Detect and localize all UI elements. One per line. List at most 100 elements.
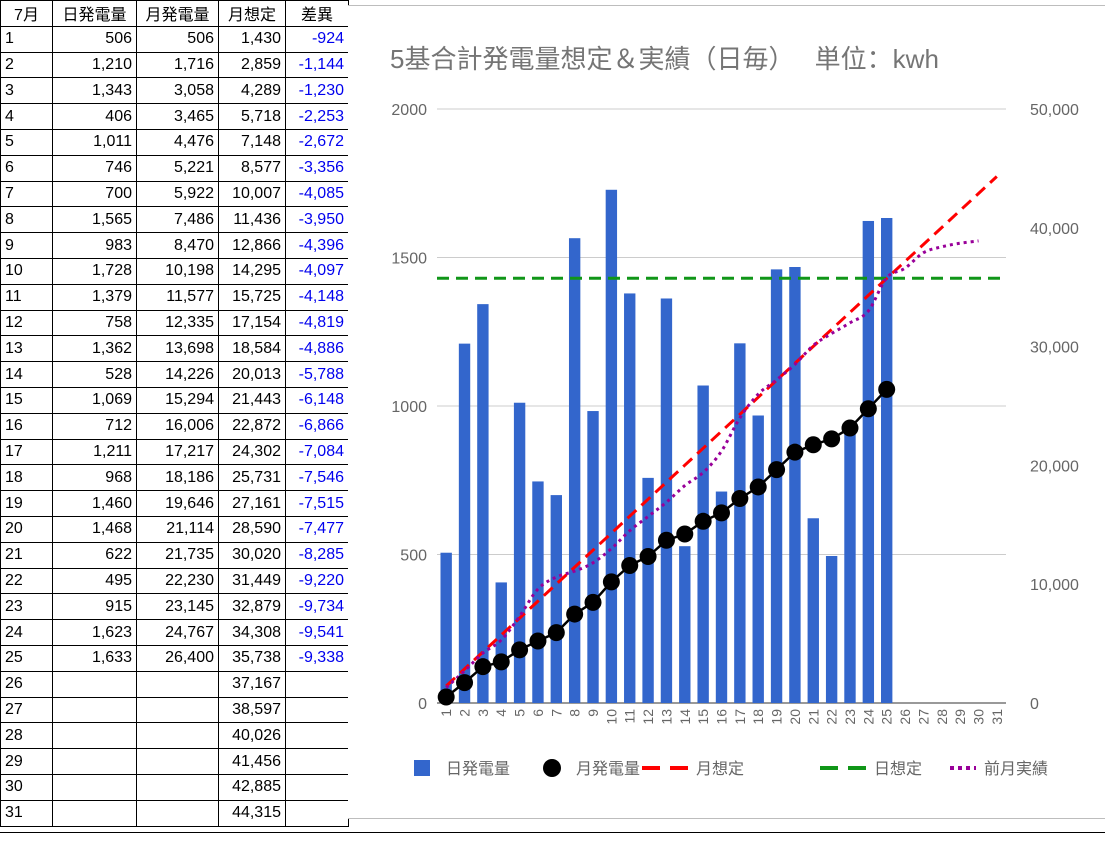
cell-daily-generation[interactable]: 1,728 bbox=[52, 257, 137, 285]
cell-monthly-target[interactable]: 41,456 bbox=[218, 748, 286, 775]
cell-day[interactable]: 1 bbox=[0, 25, 53, 53]
cell-daily-generation[interactable]: 1,011 bbox=[52, 128, 137, 156]
cell-difference[interactable]: -1,144 bbox=[285, 51, 349, 79]
cell-daily-generation[interactable] bbox=[52, 799, 137, 827]
cell-difference[interactable]: -7,515 bbox=[285, 490, 349, 517]
cell-daily-generation[interactable]: 700 bbox=[52, 180, 137, 208]
cell-daily-generation[interactable]: 758 bbox=[52, 309, 137, 337]
cell-difference[interactable]: -9,734 bbox=[285, 593, 349, 621]
cell-monthly-generation[interactable]: 17,217 bbox=[136, 438, 219, 466]
cell-daily-generation[interactable]: 1,460 bbox=[52, 490, 137, 517]
cell-daily-generation[interactable]: 968 bbox=[52, 464, 137, 492]
cell-daily-generation[interactable]: 1,379 bbox=[52, 283, 137, 311]
cell-day[interactable]: 10 bbox=[0, 257, 53, 285]
cell-day[interactable]: 28 bbox=[0, 722, 53, 750]
cell-monthly-generation[interactable]: 15,294 bbox=[136, 386, 219, 414]
cell-difference[interactable]: -4,148 bbox=[285, 283, 349, 311]
cell-difference[interactable]: -4,819 bbox=[285, 309, 349, 337]
header-cell-difference[interactable]: 差異 bbox=[285, 0, 349, 27]
cell-monthly-target[interactable]: 31,449 bbox=[218, 567, 286, 595]
cell-monthly-generation[interactable]: 11,577 bbox=[136, 283, 219, 311]
cell-monthly-target[interactable]: 42,885 bbox=[218, 773, 286, 801]
cell-day[interactable]: 24 bbox=[0, 619, 53, 646]
cell-day[interactable]: 19 bbox=[0, 490, 53, 517]
cell-daily-generation[interactable]: 1,633 bbox=[52, 644, 137, 672]
cell-monthly-generation[interactable]: 19,646 bbox=[136, 490, 219, 517]
cell-monthly-generation[interactable]: 3,058 bbox=[136, 77, 219, 105]
cell-difference[interactable]: -9,541 bbox=[285, 619, 349, 646]
cell-day[interactable]: 7 bbox=[0, 180, 53, 208]
cell-monthly-generation[interactable]: 10,198 bbox=[136, 257, 219, 285]
cell-day[interactable]: 25 bbox=[0, 644, 53, 672]
cell-daily-generation[interactable]: 622 bbox=[52, 541, 137, 569]
cell-day[interactable]: 4 bbox=[0, 103, 53, 130]
cell-day[interactable]: 18 bbox=[0, 464, 53, 492]
cell-day[interactable]: 17 bbox=[0, 438, 53, 466]
cell-difference[interactable]: -3,356 bbox=[285, 154, 349, 182]
cell-day[interactable]: 6 bbox=[0, 154, 53, 182]
cell-monthly-target[interactable]: 10,007 bbox=[218, 180, 286, 208]
cell-monthly-target[interactable]: 37,167 bbox=[218, 670, 286, 698]
cell-daily-generation[interactable]: 1,362 bbox=[52, 335, 137, 363]
cell-monthly-generation[interactable]: 5,221 bbox=[136, 154, 219, 182]
cell-daily-generation[interactable]: 983 bbox=[52, 232, 137, 259]
cell-daily-generation[interactable]: 1,468 bbox=[52, 515, 137, 543]
cell-monthly-generation[interactable]: 16,006 bbox=[136, 412, 219, 440]
cell-day[interactable]: 26 bbox=[0, 670, 53, 698]
cell-daily-generation[interactable]: 495 bbox=[52, 567, 137, 595]
cell-monthly-target[interactable]: 4,289 bbox=[218, 77, 286, 105]
cell-monthly-generation[interactable] bbox=[136, 773, 219, 801]
cell-monthly-generation[interactable] bbox=[136, 696, 219, 724]
cell-day[interactable]: 23 bbox=[0, 593, 53, 621]
cell-monthly-generation[interactable]: 23,145 bbox=[136, 593, 219, 621]
cell-monthly-target[interactable]: 1,430 bbox=[218, 25, 286, 53]
cell-difference[interactable]: -2,672 bbox=[285, 128, 349, 156]
cell-monthly-target[interactable]: 34,308 bbox=[218, 619, 286, 646]
cell-difference[interactable]: -9,220 bbox=[285, 567, 349, 595]
cell-monthly-generation[interactable]: 21,735 bbox=[136, 541, 219, 569]
cell-monthly-generation[interactable]: 14,226 bbox=[136, 361, 219, 388]
cell-difference[interactable] bbox=[285, 722, 349, 750]
cell-day[interactable]: 29 bbox=[0, 748, 53, 775]
cell-daily-generation[interactable]: 746 bbox=[52, 154, 137, 182]
cell-difference[interactable] bbox=[285, 799, 349, 827]
cell-day[interactable]: 13 bbox=[0, 335, 53, 363]
cell-daily-generation[interactable]: 406 bbox=[52, 103, 137, 130]
cell-monthly-generation[interactable] bbox=[136, 722, 219, 750]
cell-monthly-target[interactable]: 12,866 bbox=[218, 232, 286, 259]
cell-monthly-generation[interactable]: 1,716 bbox=[136, 51, 219, 79]
cell-monthly-target[interactable]: 24,302 bbox=[218, 438, 286, 466]
cell-daily-generation[interactable]: 1,623 bbox=[52, 619, 137, 646]
cell-day[interactable]: 2 bbox=[0, 51, 53, 79]
cell-daily-generation[interactable]: 712 bbox=[52, 412, 137, 440]
cell-difference[interactable]: -924 bbox=[285, 25, 349, 53]
cell-daily-generation[interactable]: 1,210 bbox=[52, 51, 137, 79]
cell-day[interactable]: 14 bbox=[0, 361, 53, 388]
cell-day[interactable]: 12 bbox=[0, 309, 53, 337]
cell-monthly-target[interactable]: 28,590 bbox=[218, 515, 286, 543]
cell-monthly-target[interactable]: 38,597 bbox=[218, 696, 286, 724]
cell-day[interactable]: 9 bbox=[0, 232, 53, 259]
cell-day[interactable]: 16 bbox=[0, 412, 53, 440]
cell-monthly-generation[interactable]: 506 bbox=[136, 25, 219, 53]
cell-difference[interactable]: -4,097 bbox=[285, 257, 349, 285]
cell-monthly-target[interactable]: 40,026 bbox=[218, 722, 286, 750]
cell-difference[interactable]: -7,546 bbox=[285, 464, 349, 492]
cell-difference[interactable]: -4,085 bbox=[285, 180, 349, 208]
cell-monthly-target[interactable]: 30,020 bbox=[218, 541, 286, 569]
cell-monthly-generation[interactable]: 24,767 bbox=[136, 619, 219, 646]
cell-monthly-target[interactable]: 2,859 bbox=[218, 51, 286, 79]
cell-daily-generation[interactable] bbox=[52, 670, 137, 698]
cell-daily-generation[interactable]: 1,565 bbox=[52, 206, 137, 234]
cell-monthly-target[interactable]: 20,013 bbox=[218, 361, 286, 388]
cell-difference[interactable]: -5,788 bbox=[285, 361, 349, 388]
cell-daily-generation[interactable]: 506 bbox=[52, 25, 137, 53]
cell-difference[interactable] bbox=[285, 748, 349, 775]
cell-daily-generation[interactable] bbox=[52, 722, 137, 750]
cell-monthly-generation[interactable] bbox=[136, 799, 219, 827]
cell-daily-generation[interactable] bbox=[52, 696, 137, 724]
cell-monthly-generation[interactable]: 21,114 bbox=[136, 515, 219, 543]
cell-day[interactable]: 21 bbox=[0, 541, 53, 569]
cell-difference[interactable]: -7,084 bbox=[285, 438, 349, 466]
cell-daily-generation[interactable]: 915 bbox=[52, 593, 137, 621]
